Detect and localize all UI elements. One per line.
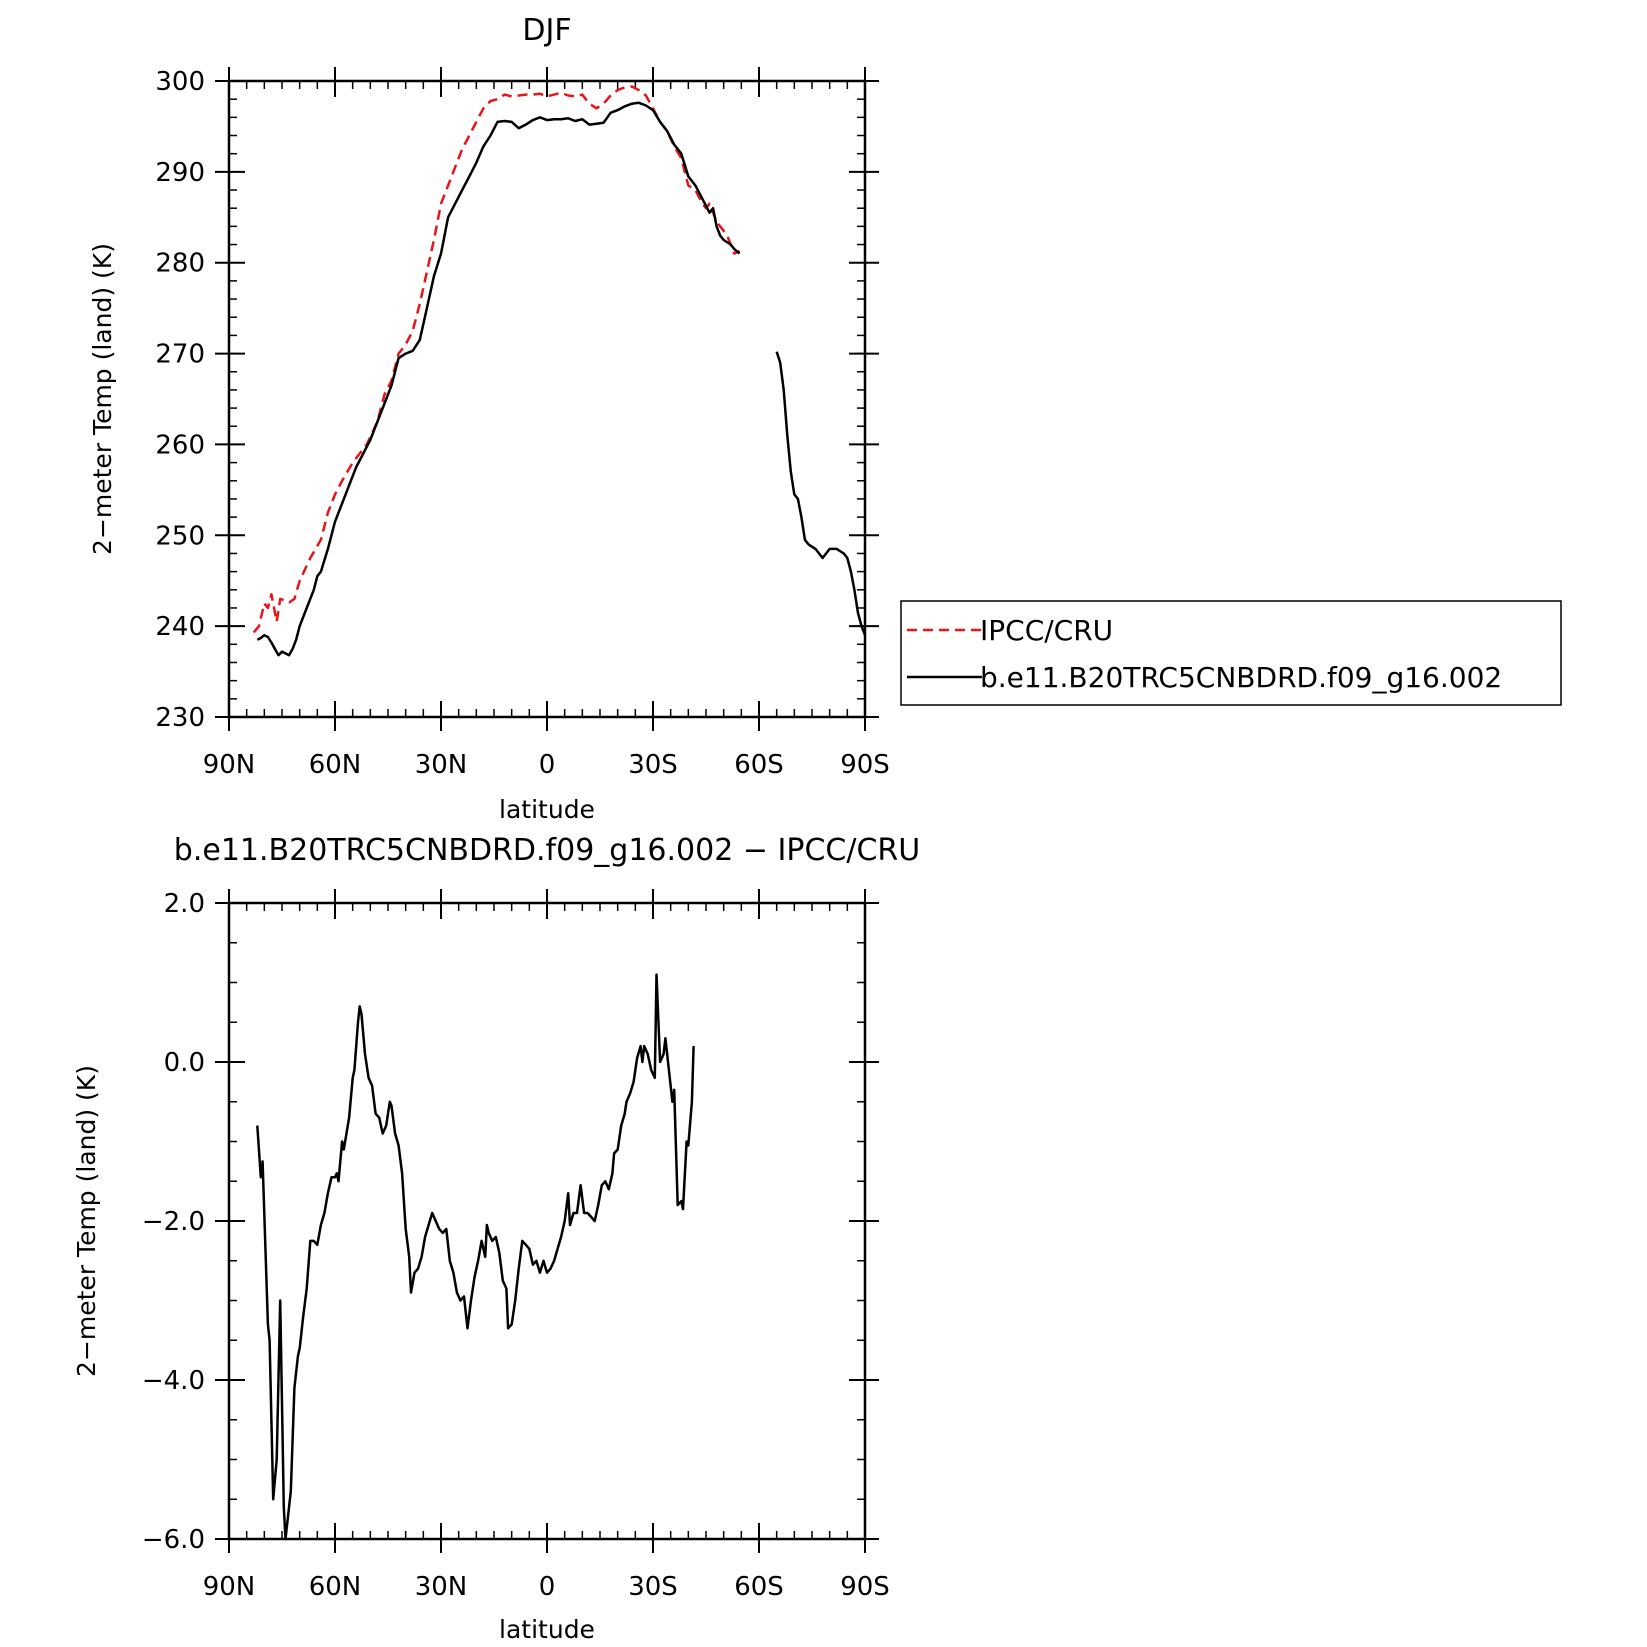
legend: IPCC/CRU b.e11.B20TRC5CNBDRD.f09_g16.002 <box>900 600 1562 706</box>
x-tick-label: 90S <box>840 1572 890 1602</box>
plot-frame <box>227 79 867 719</box>
series-line-1-segment-1 <box>775 351 867 636</box>
y-tick-label: 290 <box>155 158 205 188</box>
y-tick-label: 300 <box>155 67 205 97</box>
y-tick-label: −2.0 <box>142 1207 205 1237</box>
x-tick-label: 60S <box>734 1572 784 1602</box>
y-tick-label: −4.0 <box>142 1366 205 1396</box>
y-tick-label: 0.0 <box>164 1048 205 1078</box>
legend-label-model: b.e11.B20TRC5CNBDRD.f09_g16.002 <box>980 661 1502 694</box>
series-line-1-segment-0 <box>256 101 741 657</box>
x-tick-label: 30S <box>628 750 678 780</box>
x-axis-label: latitude <box>499 1615 595 1644</box>
chart-top-panel: 230 240 250 260 270 280 290 300 90N 60N 30N 0 30S 60S… <box>88 13 890 824</box>
x-tick-label: 30S <box>628 1572 678 1602</box>
x-tick-label: 30N <box>415 1572 468 1602</box>
x-tick-label: 90N <box>203 750 256 780</box>
chart-title: DJF <box>522 13 571 48</box>
plot-frame <box>227 901 867 1541</box>
y-tick-label: 240 <box>155 612 205 642</box>
chart-bottom-panel: −6.0 −4.0 −2.0 0.0 2.0 90N 60N 30N 0 30S 60S 90S b.e… <box>72 833 920 1644</box>
x-tick-label: 90S <box>840 750 890 780</box>
y-axis-label: 2−meter Temp (land) (K) <box>72 1065 101 1377</box>
y-tick-label: 260 <box>155 430 205 460</box>
x-tick-label: 60S <box>734 750 784 780</box>
x-tick-label: 90N <box>203 1572 256 1602</box>
legend-box <box>900 600 1562 706</box>
series-line-0-segment-0 <box>256 973 695 1541</box>
x-tick-label: 60N <box>309 1572 362 1602</box>
x-axis-label: latitude <box>499 795 595 824</box>
y-tick-label: 2.0 <box>164 889 205 919</box>
series-line-0-segment-0 <box>252 85 741 634</box>
y-axis-label: 2−meter Temp (land) (K) <box>88 243 117 555</box>
x-tick-label: 30N <box>415 750 468 780</box>
y-tick-label: 250 <box>155 521 205 551</box>
y-tick-label: 280 <box>155 249 205 279</box>
y-tick-label: 270 <box>155 340 205 370</box>
x-tick-label: 60N <box>309 750 362 780</box>
chart-title: b.e11.B20TRC5CNBDRD.f09_g16.002 − IPCC/C… <box>174 833 920 868</box>
legend-label-ipcc-cru: IPCC/CRU <box>980 614 1113 647</box>
y-tick-label: 230 <box>155 703 205 733</box>
x-tick-label: 0 <box>539 1572 556 1602</box>
x-tick-label: 0 <box>539 750 556 780</box>
y-tick-label: −6.0 <box>142 1525 205 1555</box>
